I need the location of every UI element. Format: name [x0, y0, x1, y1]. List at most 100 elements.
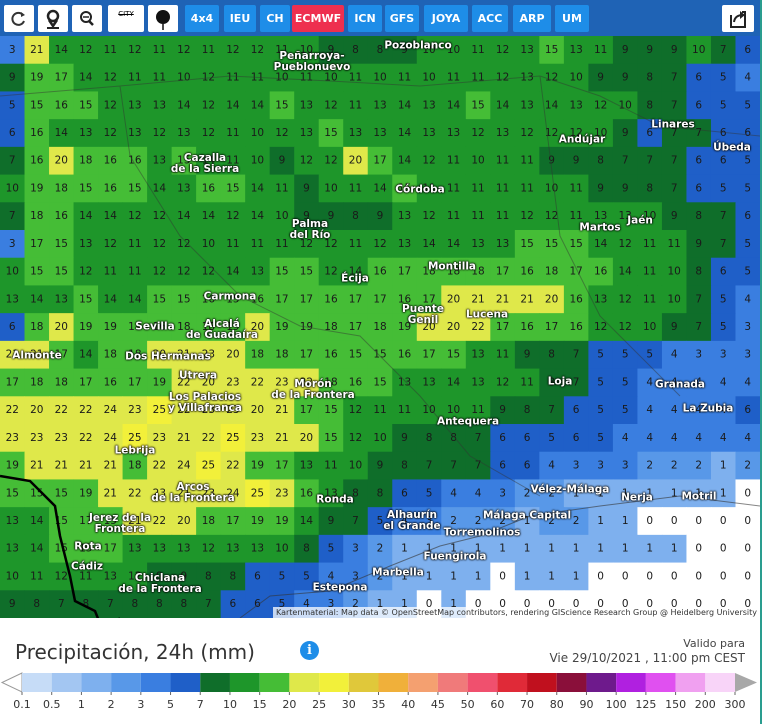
- cell-value: 11: [471, 72, 484, 84]
- model-button[interactable]: ARP: [513, 5, 551, 32]
- model-button[interactable]: ACC: [472, 5, 508, 32]
- grid-cell: [269, 202, 295, 231]
- cell-value: 7: [720, 44, 727, 56]
- grid-cell: [514, 202, 540, 231]
- cell-value: 11: [202, 44, 215, 56]
- grid-cell: [661, 91, 687, 120]
- model-button[interactable]: UM: [555, 5, 589, 32]
- cell-value: 17: [30, 238, 43, 250]
- grid-cell: [661, 174, 687, 203]
- cell-value: 3: [9, 44, 16, 56]
- grid-cell: [220, 146, 246, 176]
- model-button[interactable]: ECMWF: [292, 5, 344, 32]
- model-button[interactable]: GFS: [385, 5, 419, 32]
- grid-cell: [563, 146, 589, 176]
- precip-grid: 3 21 14 12 11 12 11 12 11 12 12 11 10 9 8 8 9 10 10 11 12 13 1…: [0, 36, 760, 618]
- cell-value: 12: [104, 127, 117, 139]
- model-button[interactable]: CH: [260, 5, 290, 32]
- cell-value: 10: [177, 72, 190, 84]
- grid-cell: [710, 119, 736, 148]
- cell-value: 12: [226, 210, 239, 222]
- grid-cell: [710, 36, 736, 65]
- model-button[interactable]: 4x4: [185, 5, 219, 32]
- cell-value: 16: [30, 155, 44, 167]
- legend-tick-label: 300: [725, 698, 746, 711]
- legend-tick-label: 45: [431, 698, 445, 711]
- legend-swatch: [378, 673, 409, 692]
- cell-value: 12: [79, 44, 92, 56]
- refresh-button[interactable]: [4, 5, 34, 32]
- city-label: Linares: [651, 119, 694, 131]
- grid-cell: [735, 36, 760, 65]
- grid-cell: [637, 91, 663, 120]
- grid-cell: [49, 174, 75, 203]
- cell-value: 11: [447, 72, 460, 84]
- grid-cell: [147, 36, 173, 65]
- grid-cell: [416, 174, 442, 203]
- grid-cell: [514, 36, 540, 65]
- legend-swatch: [170, 673, 201, 692]
- grid-cell: [0, 230, 26, 259]
- grid-cell: [563, 174, 589, 203]
- grid-cell: [171, 91, 197, 120]
- grid-cell: [343, 202, 369, 231]
- grid-cell: [0, 91, 26, 120]
- location-button[interactable]: [38, 5, 68, 32]
- grid-cell: [269, 119, 295, 148]
- grid-cell: [0, 174, 26, 203]
- cell-value: 8: [695, 210, 702, 222]
- grid-cell: [147, 119, 173, 148]
- zoom-button[interactable]: [72, 5, 102, 32]
- model-button[interactable]: JOYA: [424, 5, 468, 32]
- grid-cell: [98, 63, 124, 92]
- cell-value: 14: [251, 99, 265, 111]
- grid-cell: [98, 91, 124, 120]
- grid-cell: [147, 202, 173, 231]
- cell-value: 10: [6, 182, 19, 194]
- grid-cell: [514, 91, 540, 120]
- info-button[interactable]: i: [300, 641, 319, 660]
- grid-cell: [24, 202, 50, 231]
- cell-value: 6: [695, 182, 702, 194]
- cell-value: 13: [128, 127, 141, 139]
- cell-value: 7: [9, 155, 16, 167]
- cell-value: 5: [744, 155, 751, 167]
- cell-value: 7: [646, 155, 653, 167]
- share-button[interactable]: [722, 5, 754, 32]
- cell-value: 14: [251, 210, 265, 222]
- city-name-line: Cádiz: [70, 560, 104, 573]
- cell-value: 14: [153, 182, 167, 194]
- cell-value: 17: [373, 155, 386, 167]
- grid-cell: [245, 91, 271, 120]
- grid-cell: [49, 146, 75, 176]
- cell-value: 18: [79, 155, 92, 167]
- city-button[interactable]: CITY: [108, 5, 144, 32]
- cell-value: 13: [128, 99, 141, 111]
- grid-cell: [490, 174, 516, 203]
- cell-value: 11: [569, 182, 582, 194]
- dot-button[interactable]: [148, 5, 178, 32]
- cell-value: 12: [422, 155, 435, 167]
- cell-value: 13: [618, 210, 631, 222]
- legend-tick-label: 15: [253, 698, 267, 711]
- legend-swatch: [705, 673, 735, 692]
- model-button[interactable]: ICN: [348, 5, 382, 32]
- cell-value: 12: [496, 72, 509, 84]
- city-label: Torremolinos: [444, 527, 521, 539]
- model-button[interactable]: IEU: [224, 5, 256, 32]
- cell-value: 11: [153, 44, 166, 56]
- cell-value: 11: [275, 182, 288, 194]
- grid-cell: [686, 119, 712, 148]
- grid-cell: [0, 202, 26, 231]
- cell-value: 12: [202, 127, 215, 139]
- city-name-line: Lebrija: [114, 444, 156, 457]
- legend-swatch: [586, 673, 617, 692]
- cell-value: 8: [377, 44, 384, 56]
- cell-value: 16: [128, 155, 142, 167]
- city-label: Martos: [579, 222, 620, 234]
- grid-cell: [441, 119, 467, 148]
- grid-cell: [392, 91, 418, 120]
- cell-value: 5: [9, 99, 16, 111]
- grid-cell: [735, 202, 760, 231]
- city-label: Écija: [341, 273, 369, 285]
